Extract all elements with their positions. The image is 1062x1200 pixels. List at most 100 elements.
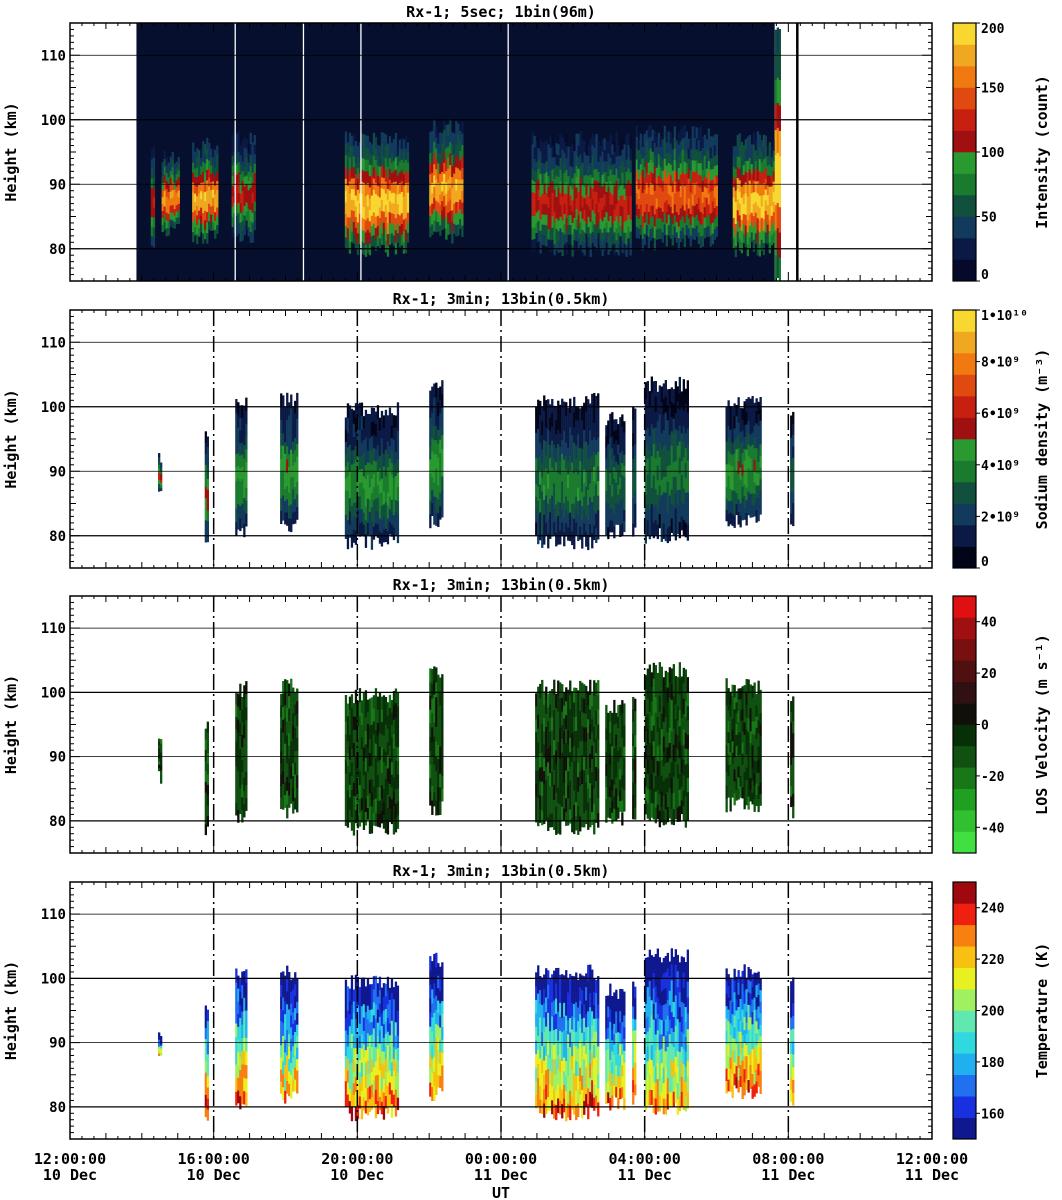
data-cell [751, 456, 754, 469]
data-cell [286, 721, 289, 736]
data-cell [344, 786, 348, 800]
data-cell [737, 422, 740, 436]
data-cell [621, 725, 624, 738]
data-cell [545, 427, 548, 442]
data-cell [563, 488, 566, 503]
data-cell [585, 396, 588, 412]
data-cell [362, 774, 366, 789]
data-cell [573, 161, 576, 174]
data-cell [344, 237, 348, 250]
data-cell [563, 416, 566, 431]
data-cell [358, 798, 362, 813]
data-cell [352, 423, 356, 437]
data-cell [774, 79, 777, 106]
data-cell [693, 194, 696, 206]
data-cell [237, 796, 240, 810]
data-cell [563, 795, 566, 809]
data-cell [243, 137, 246, 148]
data-cell [569, 766, 572, 781]
data-cell [398, 171, 402, 183]
data-cell [774, 179, 777, 206]
colorbar-swatch [953, 546, 976, 569]
data-cell [747, 397, 750, 410]
data-cell [175, 173, 178, 181]
data-cell [243, 803, 246, 818]
data-cell [740, 241, 743, 254]
data-cell [350, 146, 354, 158]
data-cell [358, 812, 362, 827]
data-cell [350, 188, 354, 200]
data-cell [575, 419, 578, 433]
data-cell [669, 217, 672, 229]
data-cell [241, 230, 244, 241]
data-cell [563, 502, 566, 518]
data-cell [725, 429, 728, 442]
data-cell [378, 773, 382, 788]
data-cell [557, 187, 560, 199]
data-cell [693, 183, 696, 195]
data-cell [376, 165, 380, 176]
data-cell [384, 181, 388, 194]
data-cell [439, 801, 442, 815]
data-cell [591, 501, 594, 518]
data-cell [619, 488, 622, 502]
data-cell [245, 184, 248, 194]
data-cell [239, 455, 242, 469]
data-cell [711, 201, 714, 213]
data-cell [559, 728, 562, 744]
data-cell [352, 703, 356, 717]
data-cell [595, 395, 598, 411]
data-cell [611, 154, 614, 165]
data-cell [356, 167, 360, 179]
data-cell [684, 433, 687, 449]
data-cell [366, 147, 370, 160]
data-cell [231, 216, 234, 228]
data-cell [406, 212, 410, 223]
data-cell [449, 153, 452, 166]
data-cell [571, 155, 574, 167]
data-cell [591, 177, 594, 189]
data-cell [591, 745, 594, 759]
data-cell [370, 507, 374, 522]
data-cell [350, 491, 354, 507]
data-cell [738, 191, 741, 204]
data-cell [658, 471, 661, 486]
data-cell [591, 209, 594, 222]
data-cell [731, 513, 734, 526]
data-cell [441, 699, 444, 713]
data-cell [625, 159, 628, 172]
data-cell [441, 142, 444, 153]
data-cell [380, 410, 384, 425]
data-cell [615, 180, 618, 193]
data-cell [627, 156, 630, 169]
data-cell [663, 180, 666, 192]
data-cell [171, 204, 174, 213]
data-cell [158, 748, 161, 752]
data-cell [204, 464, 207, 476]
data-cell [372, 473, 376, 488]
data-cell [656, 494, 659, 510]
data-cell [654, 381, 657, 397]
data-cell [196, 215, 199, 225]
data-cell [364, 492, 368, 507]
data-cell [615, 766, 618, 778]
data-cell [443, 140, 446, 152]
data-cell [751, 480, 754, 494]
data-cell [547, 154, 550, 166]
data-cell [705, 187, 708, 198]
data-cell [433, 680, 436, 695]
data-cell [549, 745, 552, 760]
data-cell [547, 503, 550, 519]
data-cell [364, 183, 368, 197]
data-cell [621, 241, 624, 253]
data-cell [727, 438, 730, 451]
data-cell [607, 164, 610, 176]
data-cell [725, 498, 728, 510]
data-cell [575, 522, 578, 536]
data-cell [202, 161, 205, 173]
data-cell [360, 508, 364, 523]
data-cell [583, 163, 586, 176]
colorbar-swatch [953, 353, 976, 375]
data-cell [549, 786, 552, 801]
data-cell [634, 710, 637, 724]
